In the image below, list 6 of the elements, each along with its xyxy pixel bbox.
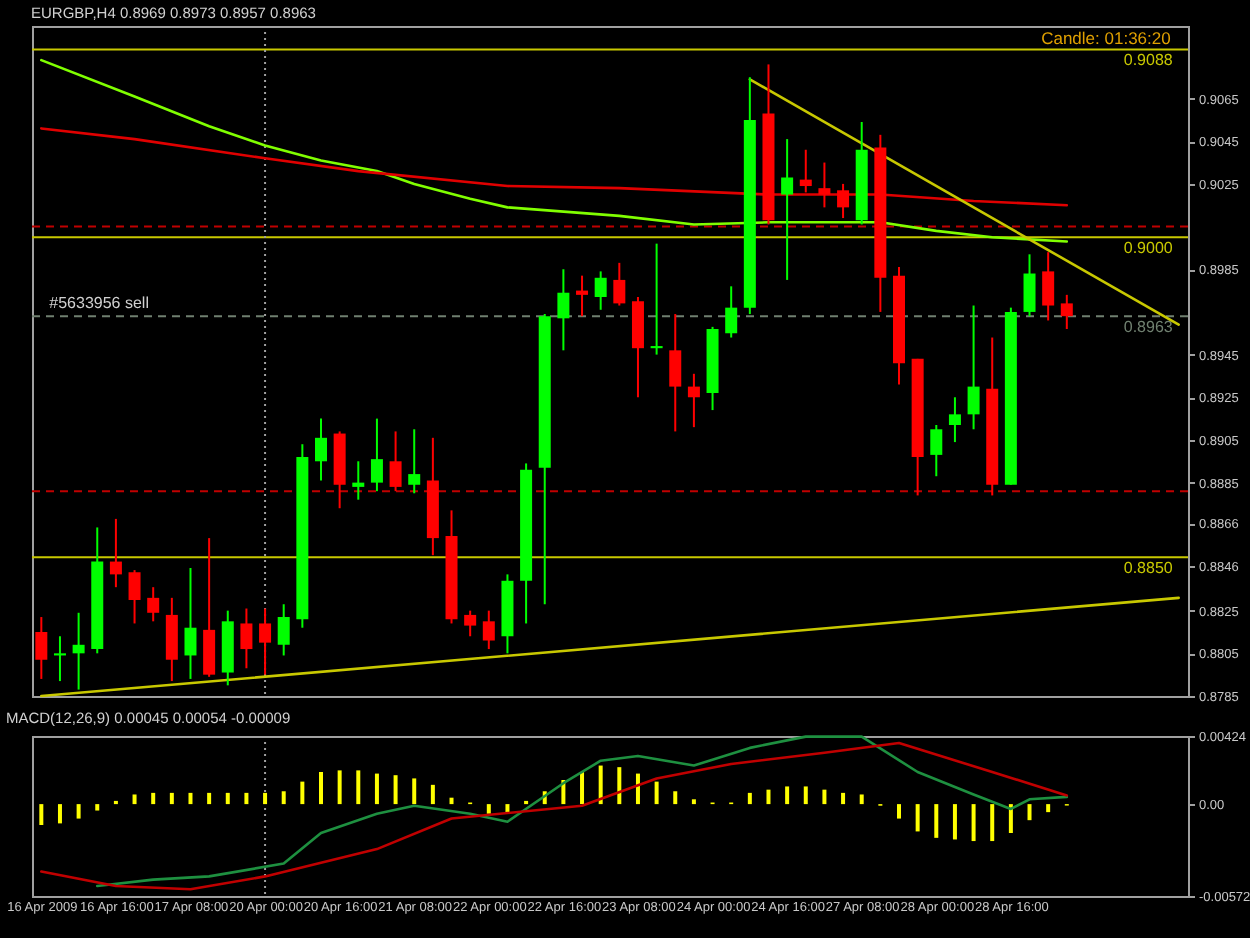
annotation: Candle: 01:36:20 — [1041, 28, 1172, 48]
ref-line-label: 0.9088 — [1123, 51, 1174, 70]
ref-line-label: 0.9000 — [1123, 239, 1174, 258]
annotation: #5633956 sell — [49, 294, 150, 313]
ref-line-label: 0.8963 — [1123, 318, 1174, 337]
ref-line-label: 0.8850 — [1123, 559, 1174, 578]
